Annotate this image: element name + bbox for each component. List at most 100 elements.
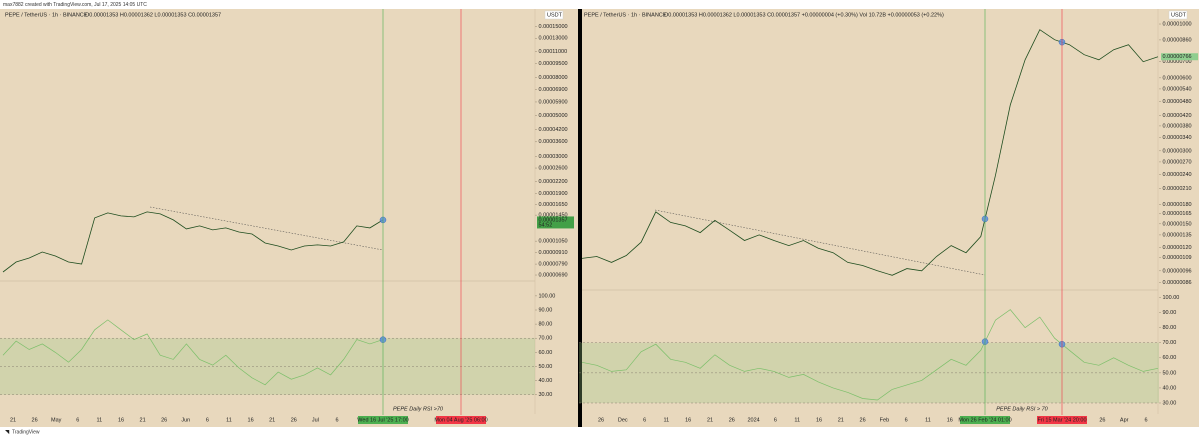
y-tick-label: 80.00	[539, 322, 553, 328]
y-tick-label: 0.00003600	[539, 139, 568, 145]
y-tick-label: 0.00001050	[539, 239, 568, 245]
x-tick-label: 21	[838, 417, 844, 423]
trend-line	[149, 206, 384, 251]
y-tick-label: 0.00000910	[539, 250, 568, 256]
y-tick-label: 0.00003000	[539, 154, 568, 160]
y-tick-label: 90.00	[539, 307, 553, 313]
y-tick-label: 50.00	[1163, 370, 1177, 376]
footer-bar	[0, 427, 1199, 437]
y-tick-label: 0.00002600	[539, 165, 568, 171]
legend-title: PEPE / TetherUS · 1h · BINANCE	[584, 12, 667, 18]
y-tick-label: 0.00002200	[539, 179, 568, 185]
x-tick-label: 16	[118, 417, 124, 423]
x-tick-label: 26	[161, 417, 167, 423]
y-tick-label: 60.00	[1163, 355, 1177, 361]
last-price-box	[537, 216, 574, 229]
y-tick-label: 0.00000165	[1163, 211, 1192, 217]
y-tick-label: 0.00011000	[539, 49, 568, 55]
y-tick-label: 0.00005000	[539, 113, 568, 119]
footer-text: TradingView	[12, 429, 40, 435]
countdown-label: 54:52	[539, 222, 553, 228]
x-tick-label: 11	[226, 417, 232, 423]
legend-ohlc: O0.00001353 H0.00001362 L0.00001353 C0.0…	[85, 12, 221, 18]
y-tick-label: 0.00009500	[539, 61, 568, 67]
y-tick-label: 0.00000420	[1163, 113, 1192, 119]
y-tick-label: 0.00000790	[539, 262, 568, 268]
right-pane	[582, 9, 1199, 427]
currency-box	[1168, 10, 1188, 20]
x-tick-label: 21	[707, 417, 713, 423]
x-tick-label: Jul	[312, 417, 319, 423]
y-tick-label: 80.00	[1163, 325, 1177, 331]
legend-title: PEPE / TetherUS · 1h · BINANCE	[5, 12, 88, 18]
x-tick-label: May	[51, 417, 62, 423]
x-tick-label: 11	[794, 417, 800, 423]
y-tick-label: 0.00001450	[539, 213, 568, 219]
x-tick-label: 11	[664, 417, 670, 423]
y-tick-label: 40.00	[539, 378, 553, 384]
footer-logo: ◥	[5, 429, 10, 435]
y-tick-label: 0.00000086	[1163, 280, 1192, 286]
legend-ohlc: O0.00001353 H0.00001362 L0.00001353 C0.0…	[664, 12, 944, 18]
x-tick-label: 6	[335, 417, 338, 423]
cursor-label-box	[960, 416, 1010, 424]
x-tick-label: 26	[860, 417, 866, 423]
x-tick-label: 16	[816, 417, 822, 423]
annotation: PEPE Daily RSI >70	[393, 406, 444, 412]
x-tick-label: Jun	[181, 417, 190, 423]
x-tick-label: 6	[643, 417, 646, 423]
x-tick-label: Apr	[1120, 417, 1129, 423]
y-tick-label: 40.00	[1163, 385, 1177, 391]
cursor-label-box	[436, 416, 486, 424]
x-tick-label: 26	[598, 417, 604, 423]
x-tick-label: Dec	[618, 417, 628, 423]
price-line	[2, 319, 384, 386]
y-tick-label: 30.00	[1163, 400, 1177, 406]
x-tick-label: 26	[32, 417, 38, 423]
x-tick-label: 16	[947, 417, 953, 423]
currency-label: USDT	[547, 12, 563, 18]
x-tick-label: 6	[774, 417, 777, 423]
y-tick-label: 0.00000700	[1163, 59, 1192, 65]
x-tick-label: 16	[685, 417, 691, 423]
y-tick-label: 0.00000860	[1163, 37, 1192, 43]
last-price-label: 0.00000766	[1163, 54, 1192, 60]
y-tick-label: 30.00	[539, 392, 553, 398]
x-tick-label: 11	[97, 417, 103, 423]
price-line	[2, 211, 384, 273]
y-tick-label: 0.00000150	[1163, 221, 1192, 227]
y-tick-label: 100.00	[1163, 295, 1180, 301]
trend-line	[654, 209, 986, 276]
x-tick-label: 16	[248, 417, 254, 423]
y-tick-label: 0.00000600	[1163, 75, 1192, 81]
last-price-box	[1161, 53, 1198, 61]
x-tick-label: 21	[140, 417, 146, 423]
y-tick-label: 0.00000300	[1163, 148, 1192, 154]
x-tick-label: 26	[729, 417, 735, 423]
y-tick-label: 0.00000340	[1163, 135, 1192, 141]
y-tick-label: 0.00000540	[1163, 86, 1192, 92]
x-tick-label: 6	[76, 417, 79, 423]
cursor-label: Fri 15 Mar '24 20:00	[1037, 417, 1086, 423]
x-tick-label: 26	[1099, 417, 1105, 423]
y-tick-label: 100.00	[539, 293, 556, 299]
y-tick-label: 50.00	[539, 364, 553, 370]
y-tick-label: 60.00	[539, 350, 553, 356]
cursor-label: Mon 04 Aug '25 06:00	[434, 417, 487, 423]
y-tick-label: 70.00	[1163, 340, 1177, 346]
y-tick-label: 0.00000135	[1163, 232, 1192, 238]
currency-label: USDT	[1171, 12, 1187, 18]
cursor-label-box	[358, 416, 408, 424]
y-tick-label: 0.00015000	[539, 24, 568, 30]
y-tick-label: 0.00001900	[539, 191, 568, 197]
y-tick-label: 0.00004200	[539, 127, 568, 133]
y-tick-label: 0.00000480	[1163, 99, 1192, 105]
y-tick-label: 0.00005900	[539, 99, 568, 105]
x-tick-label: 26	[291, 417, 297, 423]
y-tick-label: 0.00013000	[539, 36, 568, 42]
y-tick-label: 0.00000690	[539, 272, 568, 278]
y-tick-label: 0.00001650	[539, 202, 568, 208]
y-tick-label: 0.00001000	[1163, 21, 1192, 27]
y-tick-label: 0.00000180	[1163, 202, 1192, 208]
